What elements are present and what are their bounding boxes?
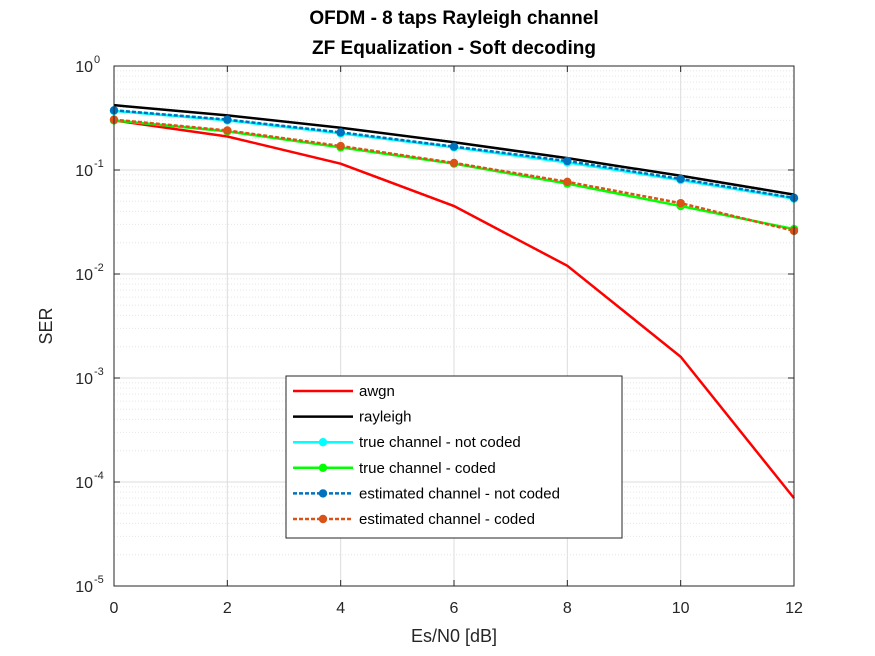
series-point — [336, 128, 345, 137]
chart-title-line-2: ZF Equalization - Soft decoding — [312, 38, 596, 59]
legend-label: true channel - not coded — [359, 434, 521, 451]
x-axis-label: Es/N0 [dB] — [411, 626, 497, 646]
x-tick-label: 8 — [563, 600, 572, 617]
series-point — [676, 174, 685, 184]
x-tick-label: 4 — [336, 600, 345, 617]
series-point — [563, 177, 572, 187]
series-point — [336, 141, 345, 151]
series-point — [676, 198, 685, 208]
legend-label: estimated channel - coded — [359, 511, 535, 528]
legend-box — [285, 375, 623, 539]
legend-marker — [318, 463, 328, 472]
y-tick-exponent: 0 — [94, 54, 100, 66]
x-tick-label: 10 — [672, 600, 690, 617]
series-line — [113, 119, 795, 499]
x-tick-label: 6 — [450, 600, 459, 617]
legend-marker — [318, 514, 328, 524]
y-tick-label: 10 — [75, 579, 93, 596]
y-tick-label: 10 — [75, 475, 93, 492]
y-tick-label: 10 — [75, 267, 93, 284]
series-point — [449, 158, 459, 168]
x-tick-label: 0 — [110, 600, 119, 617]
legend-label: true channel - coded — [359, 460, 496, 477]
x-tick-label: 12 — [785, 600, 803, 617]
series-point — [223, 126, 232, 135]
series-point — [449, 142, 459, 151]
legend-label: estimated channel - not coded — [359, 485, 560, 502]
y-tick-exponent: -3 — [94, 366, 104, 378]
y-tick-exponent: -1 — [94, 158, 104, 170]
chart-title-line-1: OFDM - 8 taps Rayleigh channel — [309, 8, 598, 29]
series-point — [223, 115, 232, 124]
y-tick-label: 10 — [75, 163, 93, 180]
legend: awgn rayleigh true channel - not coded true… — [285, 375, 623, 539]
legend-label: awgn — [359, 383, 395, 400]
legend-marker — [318, 438, 328, 447]
y-axis-label: SER — [36, 307, 56, 344]
y-tick-exponent: -5 — [94, 574, 104, 586]
y-tick-label: 10 — [75, 371, 93, 388]
y-tick-label: 10 — [75, 59, 93, 76]
series-layer — [109, 103, 799, 499]
y-tick-exponent: -4 — [94, 470, 104, 482]
legend-label: rayleigh — [359, 409, 412, 426]
x-tick-label: 2 — [223, 600, 232, 617]
y-tick-exponent: -2 — [94, 262, 104, 274]
series-point — [563, 156, 572, 166]
legend-marker — [318, 489, 328, 498]
